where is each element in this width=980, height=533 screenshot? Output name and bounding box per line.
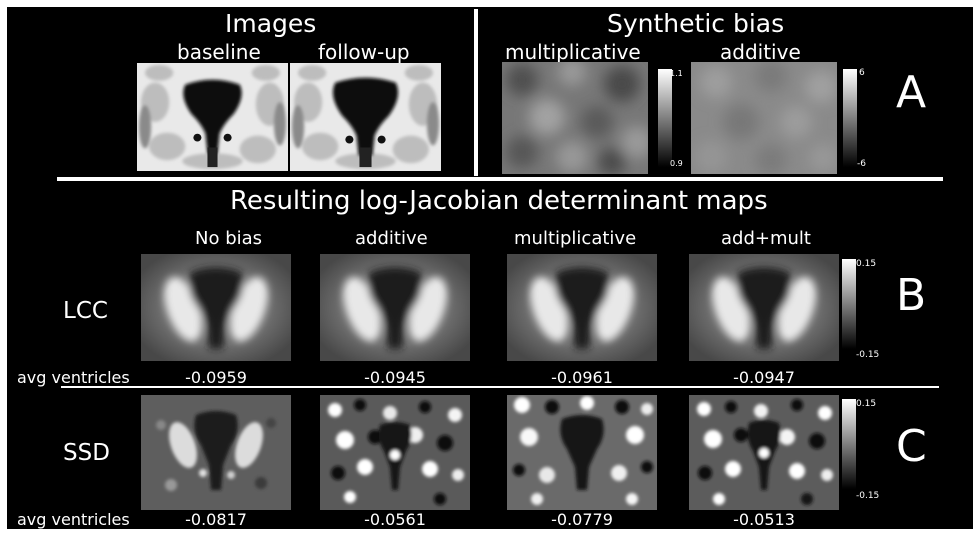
- ssd-value-multiplicative: -0.0779: [551, 510, 613, 529]
- section-letter-b: B: [896, 270, 927, 321]
- followup-label: follow-up: [318, 40, 410, 64]
- additive-colorbar: [843, 69, 857, 167]
- section-divider-vertical: [474, 9, 478, 176]
- lcc-value-additive: -0.0945: [364, 368, 426, 387]
- images-title: Images: [225, 9, 317, 38]
- additive-colorbar-max: 6: [859, 68, 865, 78]
- ssd-map-multiplicative: [507, 395, 657, 510]
- ssd-value-no-bias: -0.0817: [185, 510, 247, 529]
- lcc-map-multiplicative: [507, 254, 657, 361]
- column-heading-multiplicative: multiplicative: [514, 228, 637, 249]
- ssd-colorbar-min: -0.15: [856, 491, 880, 501]
- multiplicative-colorbar-max: 1.1: [670, 69, 683, 78]
- lcc-map-additive: [320, 254, 470, 361]
- lcc-value-multiplicative: -0.0961: [551, 368, 613, 387]
- baseline-image: [137, 63, 288, 171]
- section-letter-c: C: [896, 421, 927, 472]
- additive-bias-field: [691, 62, 837, 174]
- column-heading-additive: additive: [355, 228, 428, 249]
- avg-ventricles-label-lcc: avg ventricles: [17, 368, 130, 387]
- synthetic-bias-title: Synthetic bias: [607, 9, 785, 38]
- avg-ventricles-label-ssd: avg ventricles: [17, 510, 130, 529]
- baseline-label: baseline: [177, 40, 261, 64]
- ssd-colorbar: [842, 399, 856, 489]
- row-label-ssd: SSD: [63, 440, 110, 466]
- row-label-lcc: LCC: [63, 298, 108, 324]
- multiplicative-colorbar: [658, 69, 672, 167]
- section-divider-horizontal-top: [57, 177, 943, 181]
- section-divider-horizontal-bottom: [61, 386, 939, 388]
- lcc-value-no-bias: -0.0959: [185, 368, 247, 387]
- lcc-colorbar: [842, 259, 856, 349]
- additive-colorbar-min: -6: [857, 159, 866, 169]
- additive-bias-label: additive: [720, 40, 801, 64]
- ssd-value-additive: -0.0561: [364, 510, 426, 529]
- lcc-colorbar-min: -0.15: [856, 350, 880, 360]
- column-heading-no-bias: No bias: [195, 228, 263, 249]
- column-heading-add-mult: add+mult: [721, 228, 811, 249]
- followup-image: [290, 63, 441, 171]
- lcc-map-add-mult: [689, 254, 839, 361]
- section-letter-a: A: [896, 67, 927, 118]
- figure: Images Synthetic bias baseline follow-up…: [7, 7, 973, 529]
- lcc-map-no-bias: [141, 254, 291, 361]
- maps-title: Resulting log-Jacobian determinant maps: [230, 186, 768, 216]
- multiplicative-bias-label: multiplicative: [505, 40, 641, 64]
- lcc-value-add-mult: -0.0947: [733, 368, 795, 387]
- ssd-map-no-bias: [141, 395, 291, 510]
- ssd-value-add-mult: -0.0513: [733, 510, 795, 529]
- ssd-colorbar-max: 0.15: [856, 399, 877, 409]
- multiplicative-bias-field: [502, 62, 648, 174]
- ssd-map-additive: [320, 395, 470, 510]
- ssd-map-add-mult: [689, 395, 839, 510]
- lcc-colorbar-max: 0.15: [856, 259, 877, 269]
- multiplicative-colorbar-min: 0.9: [670, 159, 683, 168]
